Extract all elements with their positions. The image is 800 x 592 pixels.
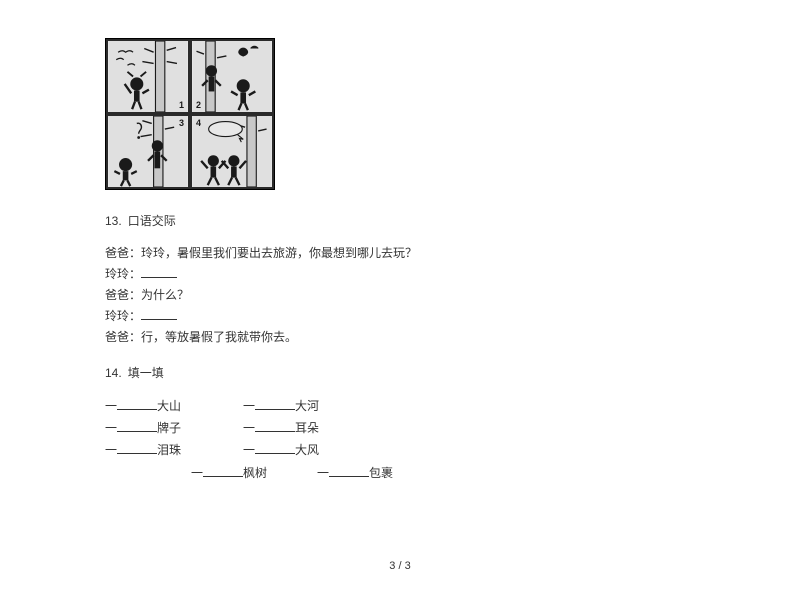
fill-prefix: 一 <box>191 466 203 480</box>
fill-row: 一 枫树 一 包裹 <box>105 462 695 484</box>
fill-prefix: 一 <box>317 466 329 480</box>
dialogue-line: 爸爸：玲玲，暑假里我们要出去旅游，你最想到哪儿去玩？ <box>105 243 695 264</box>
fill-item: 一 大河 <box>243 395 319 417</box>
comic-strip-image: 1 2 <box>105 38 275 190</box>
dialogue-line: 玲玲： <box>105 264 695 285</box>
comic-cell-4: 4 <box>190 114 274 189</box>
fill-suffix: 大山 <box>157 399 181 413</box>
dialogue-line: 爸爸：为什么？ <box>105 285 695 306</box>
speaker-label: 爸爸： <box>105 330 141 344</box>
q14-number: 14. <box>105 366 122 380</box>
fill-row: 一 泪珠 一 大风 <box>105 439 695 461</box>
fill-suffix: 枫树 <box>243 466 267 480</box>
comic-cell-3: 3 <box>106 114 190 189</box>
fill-item: 一 大山 <box>105 395 181 417</box>
answer-blank[interactable] <box>141 264 177 278</box>
fill-item: 一 枫树 <box>191 462 267 484</box>
fill-prefix: 一 <box>243 443 255 457</box>
fill-suffix: 牌子 <box>157 421 181 435</box>
dialogue-text: 为什么？ <box>141 288 189 302</box>
fill-row: 一 牌子 一 耳朵 <box>105 417 695 439</box>
panel-number-4: 4 <box>196 118 201 128</box>
fill-prefix: 一 <box>105 399 117 413</box>
fill-item: 一 牌子 <box>105 417 181 439</box>
fill-blank[interactable] <box>255 396 295 410</box>
fill-blank[interactable] <box>117 396 157 410</box>
speaker-label: 爸爸： <box>105 246 141 260</box>
q13-number: 13. <box>105 214 122 228</box>
q14-title: 填一填 <box>128 366 164 380</box>
fill-blank[interactable] <box>117 418 157 432</box>
speaker-label: 玲玲： <box>105 309 141 323</box>
panel-number-3: 3 <box>179 118 184 128</box>
fill-item: 一 耳朵 <box>243 417 319 439</box>
question-14: 14. 填一填 一大山一大河一牌子一耳朵一泪珠一大风一枫树一包裹 <box>105 364 695 484</box>
fill-blank[interactable] <box>255 418 295 432</box>
fill-prefix: 一 <box>243 421 255 435</box>
fill-blank[interactable] <box>255 440 295 454</box>
dialogue-text: 行，等放暑假了我就带你去。 <box>141 330 297 344</box>
panel-number-1: 1 <box>179 100 184 110</box>
page-footer: 3 / 3 <box>0 560 800 572</box>
fill-suffix: 包裹 <box>369 466 393 480</box>
fill-blank[interactable] <box>203 463 243 477</box>
dialogue-line: 玲玲： <box>105 306 695 327</box>
fill-suffix: 耳朵 <box>295 421 319 435</box>
comic-cell-2: 2 <box>190 39 274 114</box>
fill-prefix: 一 <box>105 421 117 435</box>
speaker-label: 玲玲： <box>105 267 141 281</box>
q14-header: 14. 填一填 <box>105 364 695 381</box>
fill-item: 一 泪珠 <box>105 439 181 461</box>
panel-number-2: 2 <box>196 100 201 110</box>
q13-title: 口语交际 <box>128 214 176 228</box>
fill-suffix: 大河 <box>295 399 319 413</box>
comic-cell-1: 1 <box>106 39 190 114</box>
fill-item: 一 包裹 <box>317 462 393 484</box>
answer-blank[interactable] <box>141 306 177 320</box>
fill-item: 一 大风 <box>243 439 319 461</box>
dialogue-text: 玲玲，暑假里我们要出去旅游，你最想到哪儿去玩？ <box>141 246 417 260</box>
fill-blank[interactable] <box>117 440 157 454</box>
dialogue-line: 爸爸：行，等放暑假了我就带你去。 <box>105 327 695 348</box>
question-13: 13. 口语交际 爸爸：玲玲，暑假里我们要出去旅游，你最想到哪儿去玩？玲玲：爸爸… <box>105 212 695 348</box>
fill-blank[interactable] <box>329 463 369 477</box>
fill-suffix: 大风 <box>295 443 319 457</box>
speaker-label: 爸爸： <box>105 288 141 302</box>
fill-prefix: 一 <box>105 443 117 457</box>
fill-row: 一 大山 一 大河 <box>105 395 695 417</box>
fill-suffix: 泪珠 <box>157 443 181 457</box>
q13-header: 13. 口语交际 <box>105 212 695 229</box>
fill-prefix: 一 <box>243 399 255 413</box>
